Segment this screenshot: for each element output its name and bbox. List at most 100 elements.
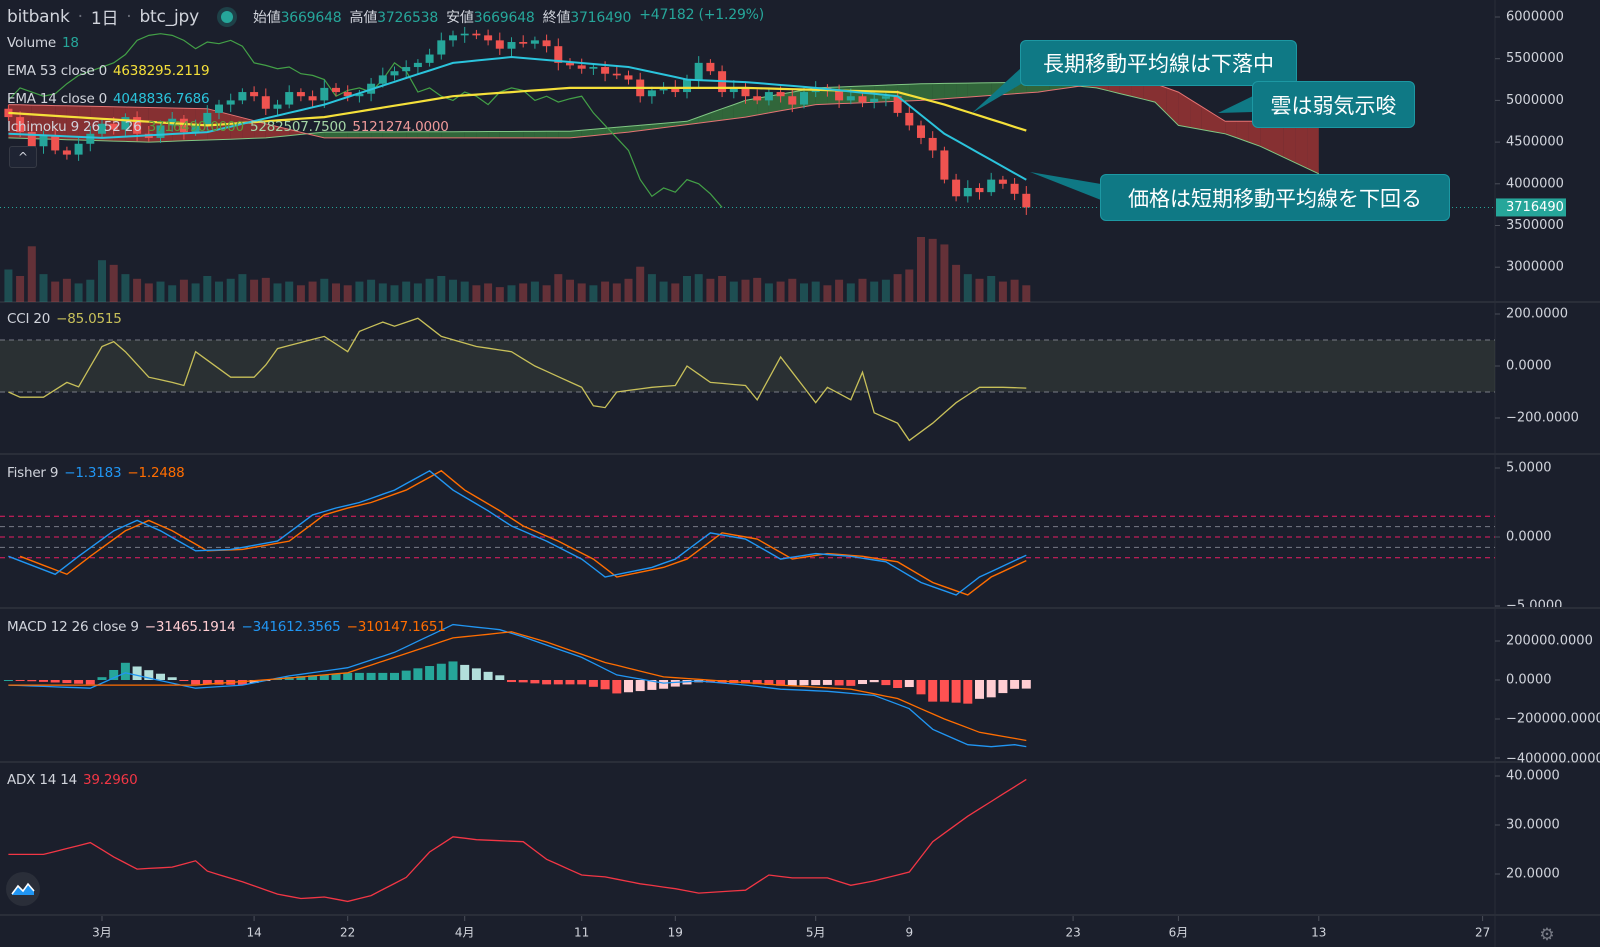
candle-body — [332, 87, 340, 93]
legend-fisher[interactable]: Fisher 9 −1.3183 −1.2488 — [7, 465, 185, 481]
annotation-long-ema-falling[interactable]: 長期移動平均線は下落中 — [1020, 40, 1297, 86]
ichimoku-cloud-bullish — [546, 131, 559, 138]
legend-adx[interactable]: ADX 14 14 39.2960 — [7, 772, 138, 788]
candle-body — [753, 96, 762, 101]
candle-body — [846, 96, 855, 101]
adx-axis-label: 30.0000 — [1506, 818, 1560, 833]
volume-bar — [121, 274, 130, 302]
time-axis-label: 13 — [1311, 926, 1326, 940]
candle-body — [261, 96, 270, 109]
volume-bar — [566, 279, 574, 302]
volume-bar — [870, 281, 879, 302]
legend-cci[interactable]: CCI 20 −85.0515 — [7, 311, 122, 327]
volume-bar — [390, 285, 399, 302]
ema53-label: EMA 53 close 0 — [7, 63, 108, 79]
volume-bar — [753, 277, 762, 302]
fisher-line — [8, 469, 1027, 596]
candle-body — [238, 92, 247, 101]
annotation-price-below-short-ema[interactable]: 価格は短期移動平均線を下回る — [1100, 174, 1450, 221]
macd-histogram-bar — [249, 680, 259, 683]
ichimoku-cloud-bullish — [429, 131, 442, 138]
volume-bar — [718, 276, 727, 302]
candle-body — [624, 75, 633, 80]
ichimoku-cloud-bullish — [336, 132, 348, 138]
low-value: 3669648 — [473, 9, 535, 26]
price-pane[interactable] — [0, 26, 1495, 302]
volume-bar — [963, 274, 972, 302]
symbol-header[interactable]: bitbank · 1日 · btc_jpy 始値3669648 高値37265… — [7, 4, 765, 30]
legend-ichimoku[interactable]: Ichimoku 9 26 52 26 3716490.0000 5282507… — [7, 119, 449, 135]
macd-histogram-bar — [565, 680, 575, 685]
adx-pane[interactable] — [8, 778, 1027, 903]
candle-body — [1010, 183, 1019, 194]
exchange-name[interactable]: bitbank — [7, 6, 70, 27]
volume-bar — [320, 278, 329, 302]
ichimoku-lagging-value: 3716490.0000 — [147, 119, 245, 135]
y-axes[interactable]: 6000000 5500000 5000000 4500000 4000000 35000… — [1495, 10, 1600, 882]
macd-histogram-bar — [624, 680, 633, 693]
legend-volume[interactable]: Volume 18 — [7, 35, 79, 51]
legend-ema53[interactable]: EMA 53 close 0 4638295.2119 — [7, 63, 210, 79]
candle-body — [51, 135, 60, 151]
tradingview-logo[interactable] — [6, 872, 40, 906]
fisher-trigger-line — [19, 469, 1027, 596]
candle-body — [577, 65, 586, 69]
volume-bar — [928, 238, 937, 302]
time-axis-label: 14 — [246, 926, 261, 940]
settings-gear-icon[interactable]: ⚙ — [1539, 925, 1555, 945]
time-axis[interactable]: 3月 14 22 4月 11 19 5月 9 23 6月 13 27 — [92, 916, 1490, 940]
candle-body — [27, 132, 36, 147]
macd-histogram-bar — [179, 680, 189, 681]
candle-body — [530, 40, 539, 44]
volume-bar — [413, 283, 422, 302]
macd-histogram-bar — [27, 680, 37, 682]
candle-body — [694, 62, 703, 80]
cci-axis-label: 0.0000 — [1506, 359, 1552, 374]
macd-histogram-bar — [237, 680, 247, 685]
ichimoku-lagging-span — [7, 33, 723, 208]
annotation-cloud-bearish[interactable]: 雲は弱気示唆 — [1252, 81, 1415, 128]
price-axis-label: 4000000 — [1506, 176, 1564, 191]
candle-body — [296, 92, 305, 97]
candle-body — [121, 117, 130, 130]
cci-pane[interactable] — [0, 317, 1495, 442]
time-axis-label: 22 — [340, 926, 355, 940]
macd-histogram-bar — [741, 680, 750, 684]
close-label: 終値 — [542, 9, 571, 26]
macd-pane[interactable] — [3, 623, 1031, 748]
candle-body — [706, 62, 715, 72]
fisher-pane[interactable] — [0, 469, 1495, 596]
legend-macd[interactable]: MACD 12 26 close 9 −31465.1914 −341612.3… — [7, 619, 446, 635]
candle-body — [273, 104, 282, 109]
volume-bar — [16, 276, 25, 302]
candle-body — [928, 137, 937, 151]
volume-bar — [144, 283, 153, 302]
macd-histogram-bar — [986, 680, 996, 698]
volume-bar — [729, 281, 738, 302]
volume-bar — [706, 278, 715, 302]
macd-axis-label: 200000.0000 — [1506, 634, 1593, 649]
macd-histogram-bar — [97, 677, 107, 680]
fisher-axis-label: −5.0000 — [1506, 599, 1562, 614]
candle-body — [250, 92, 259, 97]
macd-histogram-bar — [214, 680, 224, 685]
volume-bar — [858, 278, 867, 302]
volume-bar — [846, 283, 855, 302]
symbol-name[interactable]: btc_jpy — [139, 6, 199, 27]
candle-body — [74, 143, 83, 155]
candle-body — [776, 92, 785, 97]
ichimoku-cloud-bullish — [511, 131, 524, 138]
change-value: +47182 (+1.29%) — [639, 6, 765, 23]
ichimoku-cloud-bullish — [616, 126, 629, 134]
ichimoku-label: Ichimoku 9 26 52 26 — [7, 119, 142, 135]
macd-histogram-bar — [460, 664, 470, 680]
volume-bar — [215, 281, 223, 302]
volume-bar — [811, 281, 820, 302]
legend-ema14[interactable]: EMA 14 close 0 4048836.7686 — [7, 91, 210, 107]
interval[interactable]: 1日 — [90, 9, 119, 29]
macd-histogram-bar — [881, 680, 891, 686]
ichimoku-cloud-bullish — [722, 104, 734, 121]
collapse-legend-button[interactable]: ^ — [9, 146, 37, 168]
